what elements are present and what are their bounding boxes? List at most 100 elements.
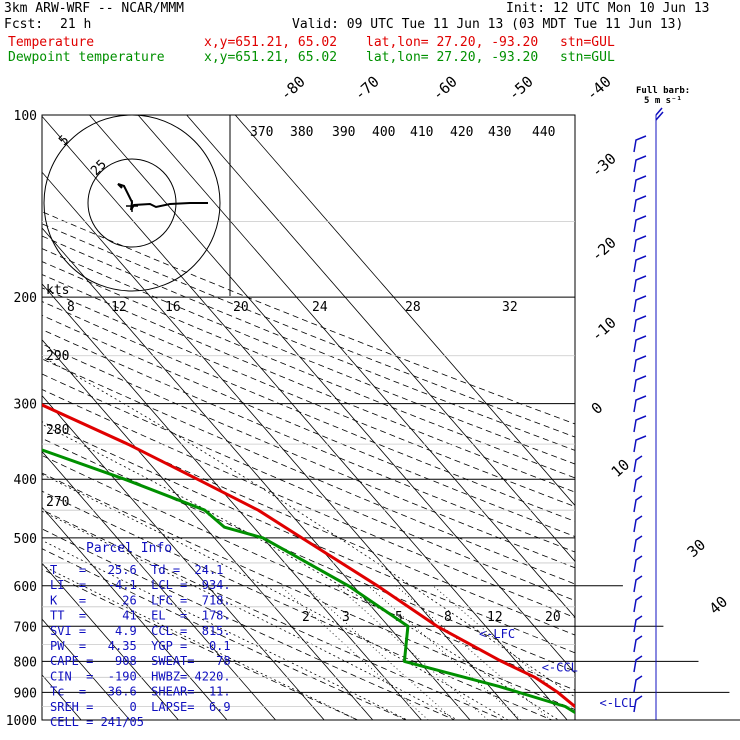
wind-barb: [633, 155, 647, 173]
moist-adiabat: [42, 356, 575, 698]
dry-adiabat: [42, 329, 575, 553]
dry-adiabat: [42, 548, 408, 720]
speed-label-1: 12: [111, 300, 127, 315]
wind-barb: [633, 355, 647, 373]
legend-dewpoint-name: Dewpoint temperature: [8, 50, 165, 65]
dry-adiabat: [42, 528, 456, 720]
isotherm-line: [42, 395, 325, 720]
temperature-line: [42, 403, 575, 709]
wind-barb: [633, 615, 643, 633]
isotherm-line: [234, 115, 575, 507]
moist-adiabat: [42, 510, 459, 720]
isotherm-label-8: -10: [588, 313, 620, 345]
wind-barb: [633, 475, 643, 493]
wind-barb: [633, 255, 647, 273]
isotherm-label-3: -60: [429, 72, 461, 104]
model-title: 3km ARW-WRF -- NCAR/MMM: [4, 1, 185, 16]
dry-adiabat: [42, 261, 575, 479]
isotherm-line: [0, 115, 44, 733]
pressure-label-900: 900: [14, 686, 37, 701]
parcel-info-row-3: TT = 41 EL = 178.: [50, 609, 231, 623]
parcel-info-row-9: SREH = 0 LAPSE= 6.9: [50, 700, 231, 714]
wind-barb: [633, 295, 647, 313]
speed-label-6: 32: [502, 300, 518, 315]
isotherm-line: [42, 283, 422, 720]
mixing-ratio-label-3: 8: [444, 610, 452, 625]
barb-key-line2: 5 m s⁻¹: [644, 96, 682, 106]
isotherm-label-5: -40: [583, 72, 615, 104]
dry-adiabat: [42, 472, 575, 710]
wind-barb: [633, 435, 647, 453]
mixing-ratio-label-4: 12: [487, 610, 503, 625]
hodograph-center-mark: [126, 200, 138, 212]
parcel-info-row-7: CIN = -190 HWBZ= 4220.: [50, 669, 231, 683]
isotherm-label-6: -30: [588, 149, 620, 181]
wind-barb: [633, 375, 647, 393]
mixing-ratio-label-1: 3: [342, 610, 350, 625]
isotherm-line: [42, 506, 228, 720]
isotherm-label-13: 40: [706, 593, 731, 618]
isotherm-label-9: 0: [588, 399, 607, 418]
theta-label-6: 430: [488, 125, 511, 140]
valid-time: Valid: 09 UTC Tue 11 Jun 13 (03 MDT Tue …: [292, 17, 684, 32]
wind-barb: [633, 635, 643, 653]
isotherm-label-10: 10: [608, 456, 633, 481]
legend-temperature-xy: x,y=651.21, 65.02: [204, 35, 338, 50]
hodograph-kts-label: kts: [46, 283, 69, 298]
parcel-info-row-5: PW = 4.35 YGP = 0.1: [50, 639, 231, 653]
pressure-label-500: 500: [14, 532, 37, 547]
wind-barb: [633, 695, 643, 713]
annotation-3: <-LCL: [599, 696, 635, 710]
moist-adiabat: [42, 423, 560, 720]
wind-barb: [633, 235, 647, 253]
dry-adiabat: [42, 421, 575, 654]
pressure-label-600: 600: [14, 580, 37, 595]
theta-lower-label-1: 280: [46, 423, 69, 438]
isotherm-label-7: -20: [588, 233, 620, 265]
wind-barb: [633, 315, 647, 333]
theta-label-0: 370: [250, 125, 273, 140]
wind-barb: [633, 455, 643, 473]
dry-adiabat: [42, 287, 575, 508]
wind-barb: [633, 675, 643, 693]
wind-barb: [633, 595, 643, 613]
parcel-info-row-0: T = 25.6 Td = 24.1: [50, 563, 223, 577]
isotherm-label-2: -70: [351, 72, 383, 104]
init-time: Init: 12 UTC Mon 10 Jun 13: [506, 1, 710, 16]
moist-adiabat: [42, 473, 509, 720]
wind-barb: [633, 175, 647, 193]
annotation-2: <-CCL: [542, 660, 578, 674]
dry-adiabat: [42, 358, 575, 585]
parcel-info-row-2: K = 26 LFC = 718.: [50, 593, 231, 607]
isotherm-line: [42, 339, 374, 720]
isotherm-label-12: 30: [684, 536, 709, 561]
forecast-hour: 21 h: [60, 17, 92, 32]
isotherm-label-1: -80: [277, 72, 309, 104]
theta-lower-label-2: 270: [46, 495, 69, 510]
mixing-ratio-label-0: 2: [302, 610, 310, 625]
barb-key-line1: Full barb:: [636, 86, 690, 96]
speed-label-5: 28: [405, 300, 421, 315]
dry-adiabat: [42, 235, 575, 451]
theta-label-2: 390: [332, 125, 355, 140]
isotherm-line: [89, 115, 575, 674]
wind-barb: [633, 575, 643, 593]
wind-barb: [633, 135, 647, 153]
speed-label-0: 8: [67, 300, 75, 315]
mixing-ratio-label-2: 5: [395, 610, 403, 625]
moist-adiabat: [42, 565, 359, 720]
theta-label-1: 380: [290, 125, 313, 140]
barb-key-symbol: [655, 107, 664, 121]
dry-adiabat: [42, 301, 575, 522]
theta-lower-label-0: 290: [46, 349, 69, 364]
pressure-label-300: 300: [14, 398, 37, 413]
wind-barb: [633, 415, 647, 433]
isotherm-line: [42, 115, 568, 720]
theta-label-4: 410: [410, 125, 433, 140]
legend-dewpoint-latlon: lat,lon= 27.20, -93.20: [366, 50, 539, 65]
dewpoint-line: [42, 448, 575, 715]
speed-label-2: 16: [165, 300, 181, 315]
isotherm-line: [42, 227, 471, 720]
dry-adiabat: [42, 568, 359, 720]
